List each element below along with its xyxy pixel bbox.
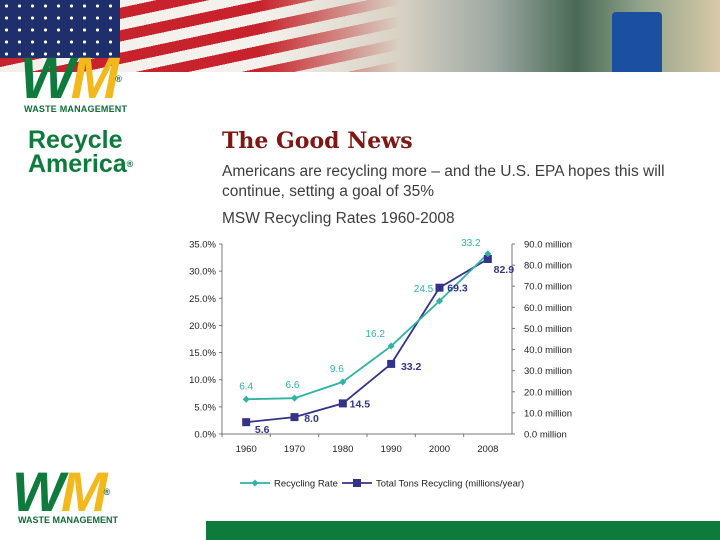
- x-tick-label: 1960: [236, 444, 257, 455]
- rate-series-line: [246, 253, 489, 401]
- x-tick-label: 1970: [284, 444, 305, 455]
- registered-mark: ®: [115, 74, 121, 84]
- recycling-photo: [400, 0, 720, 72]
- banner-fade: [260, 0, 400, 72]
- y-left-tick-label: 25.0%: [189, 294, 216, 305]
- rate-point: [339, 378, 347, 386]
- flag-canton: [0, 0, 120, 58]
- tons-data-label: 69.3: [447, 283, 468, 295]
- rate-data-label: 24.5: [414, 284, 434, 295]
- rate-data-label: 6.6: [286, 380, 300, 391]
- slide-title: The Good News: [222, 128, 413, 154]
- rate-point: [484, 250, 492, 258]
- tons-point: [483, 254, 492, 263]
- recycling-bin-image: [612, 12, 662, 72]
- recycle-america-logo: Recycle America®: [28, 126, 134, 178]
- x-tick-label: 2008: [477, 444, 498, 455]
- y-right-tick-label: 90.0 million: [524, 240, 572, 251]
- y-right-tick-label: 60.0 million: [524, 303, 572, 314]
- y-right-tick-label: 50.0 million: [524, 324, 572, 335]
- tons-data-label: 5.6: [255, 424, 270, 436]
- legend-rate-label: Recycling Rate: [274, 479, 338, 490]
- registered-mark: ®: [126, 159, 134, 169]
- recycle-america-line2: America: [28, 150, 127, 178]
- y-right-tick-label: 0.0 million: [524, 430, 567, 441]
- rate-data-label: 33.2: [461, 238, 481, 249]
- chart-title: MSW Recycling Rates 1960-2008: [222, 210, 455, 227]
- y-left-tick-label: 5.0%: [194, 402, 216, 413]
- legend-rate-marker: [251, 479, 259, 487]
- x-tick-label: 1990: [381, 444, 402, 455]
- y-right-tick-label: 30.0 million: [524, 366, 572, 377]
- tons-point: [435, 283, 444, 292]
- rate-point: [242, 395, 250, 403]
- wm-logo-bottom-text: WASTE MANAGEMENT: [18, 515, 118, 525]
- tons-point: [290, 413, 299, 422]
- y-left-tick-label: 30.0%: [189, 267, 216, 278]
- wm-logo-w: W: [12, 460, 65, 523]
- y-left-tick-label: 10.0%: [189, 375, 216, 386]
- y-right-tick-label: 40.0 million: [524, 345, 572, 356]
- y-right-tick-label: 20.0 million: [524, 387, 572, 398]
- x-tick-label: 1980: [332, 444, 353, 455]
- rate-data-label: 9.6: [330, 364, 344, 375]
- rate-point: [291, 394, 298, 402]
- tons-data-label: 82.9: [494, 264, 515, 276]
- header-banner: [0, 0, 720, 72]
- legend-tons-marker: [353, 479, 361, 487]
- recycle-america-line1: Recycle: [28, 126, 123, 154]
- tons-point: [387, 359, 396, 368]
- y-left-tick-label: 20.0%: [189, 321, 216, 332]
- wm-logo-top-text: WASTE MANAGEMENT: [24, 104, 128, 114]
- legend-tons-label: Total Tons Recycling (millions/year): [376, 479, 524, 490]
- slide-subtitle: Americans are recycling more – and the U…: [222, 163, 665, 200]
- y-right-tick-label: 70.0 million: [524, 282, 572, 293]
- footer-bar: [206, 521, 720, 540]
- wm-logo-w: W: [20, 46, 75, 111]
- wm-logo-m: M: [70, 46, 119, 111]
- rate-point: [436, 297, 443, 305]
- x-tick-label: 2000: [429, 444, 450, 455]
- y-left-tick-label: 35.0%: [189, 240, 216, 251]
- y-left-tick-label: 15.0%: [189, 348, 216, 359]
- y-right-tick-label: 80.0 million: [524, 261, 572, 272]
- rate-data-label: 6.4: [239, 381, 253, 392]
- rate-data-label: 16.2: [365, 329, 385, 340]
- tons-data-label: 33.2: [401, 361, 422, 373]
- recycling-chart: 35.0% 30.0% 25.0% 20.0% 15.0% 10.0% 5.0% 0.0% 90…: [189, 238, 572, 490]
- tons-series-line: [246, 258, 489, 424]
- y-right-tick-label: 10.0 million: [524, 408, 572, 419]
- tons-point: [242, 418, 251, 427]
- tons-data-label: 14.5: [350, 398, 371, 410]
- registered-mark: ®: [103, 487, 110, 497]
- tons-point: [338, 399, 347, 408]
- rate-point: [387, 342, 395, 350]
- wm-logo-m: M: [60, 460, 108, 523]
- wm-logo-bottom: WM®: [12, 464, 176, 520]
- tons-data-label: 8.0: [304, 413, 319, 425]
- y-left-tick-label: 0.0%: [194, 430, 216, 441]
- wm-logo-top: WM®: [20, 50, 184, 108]
